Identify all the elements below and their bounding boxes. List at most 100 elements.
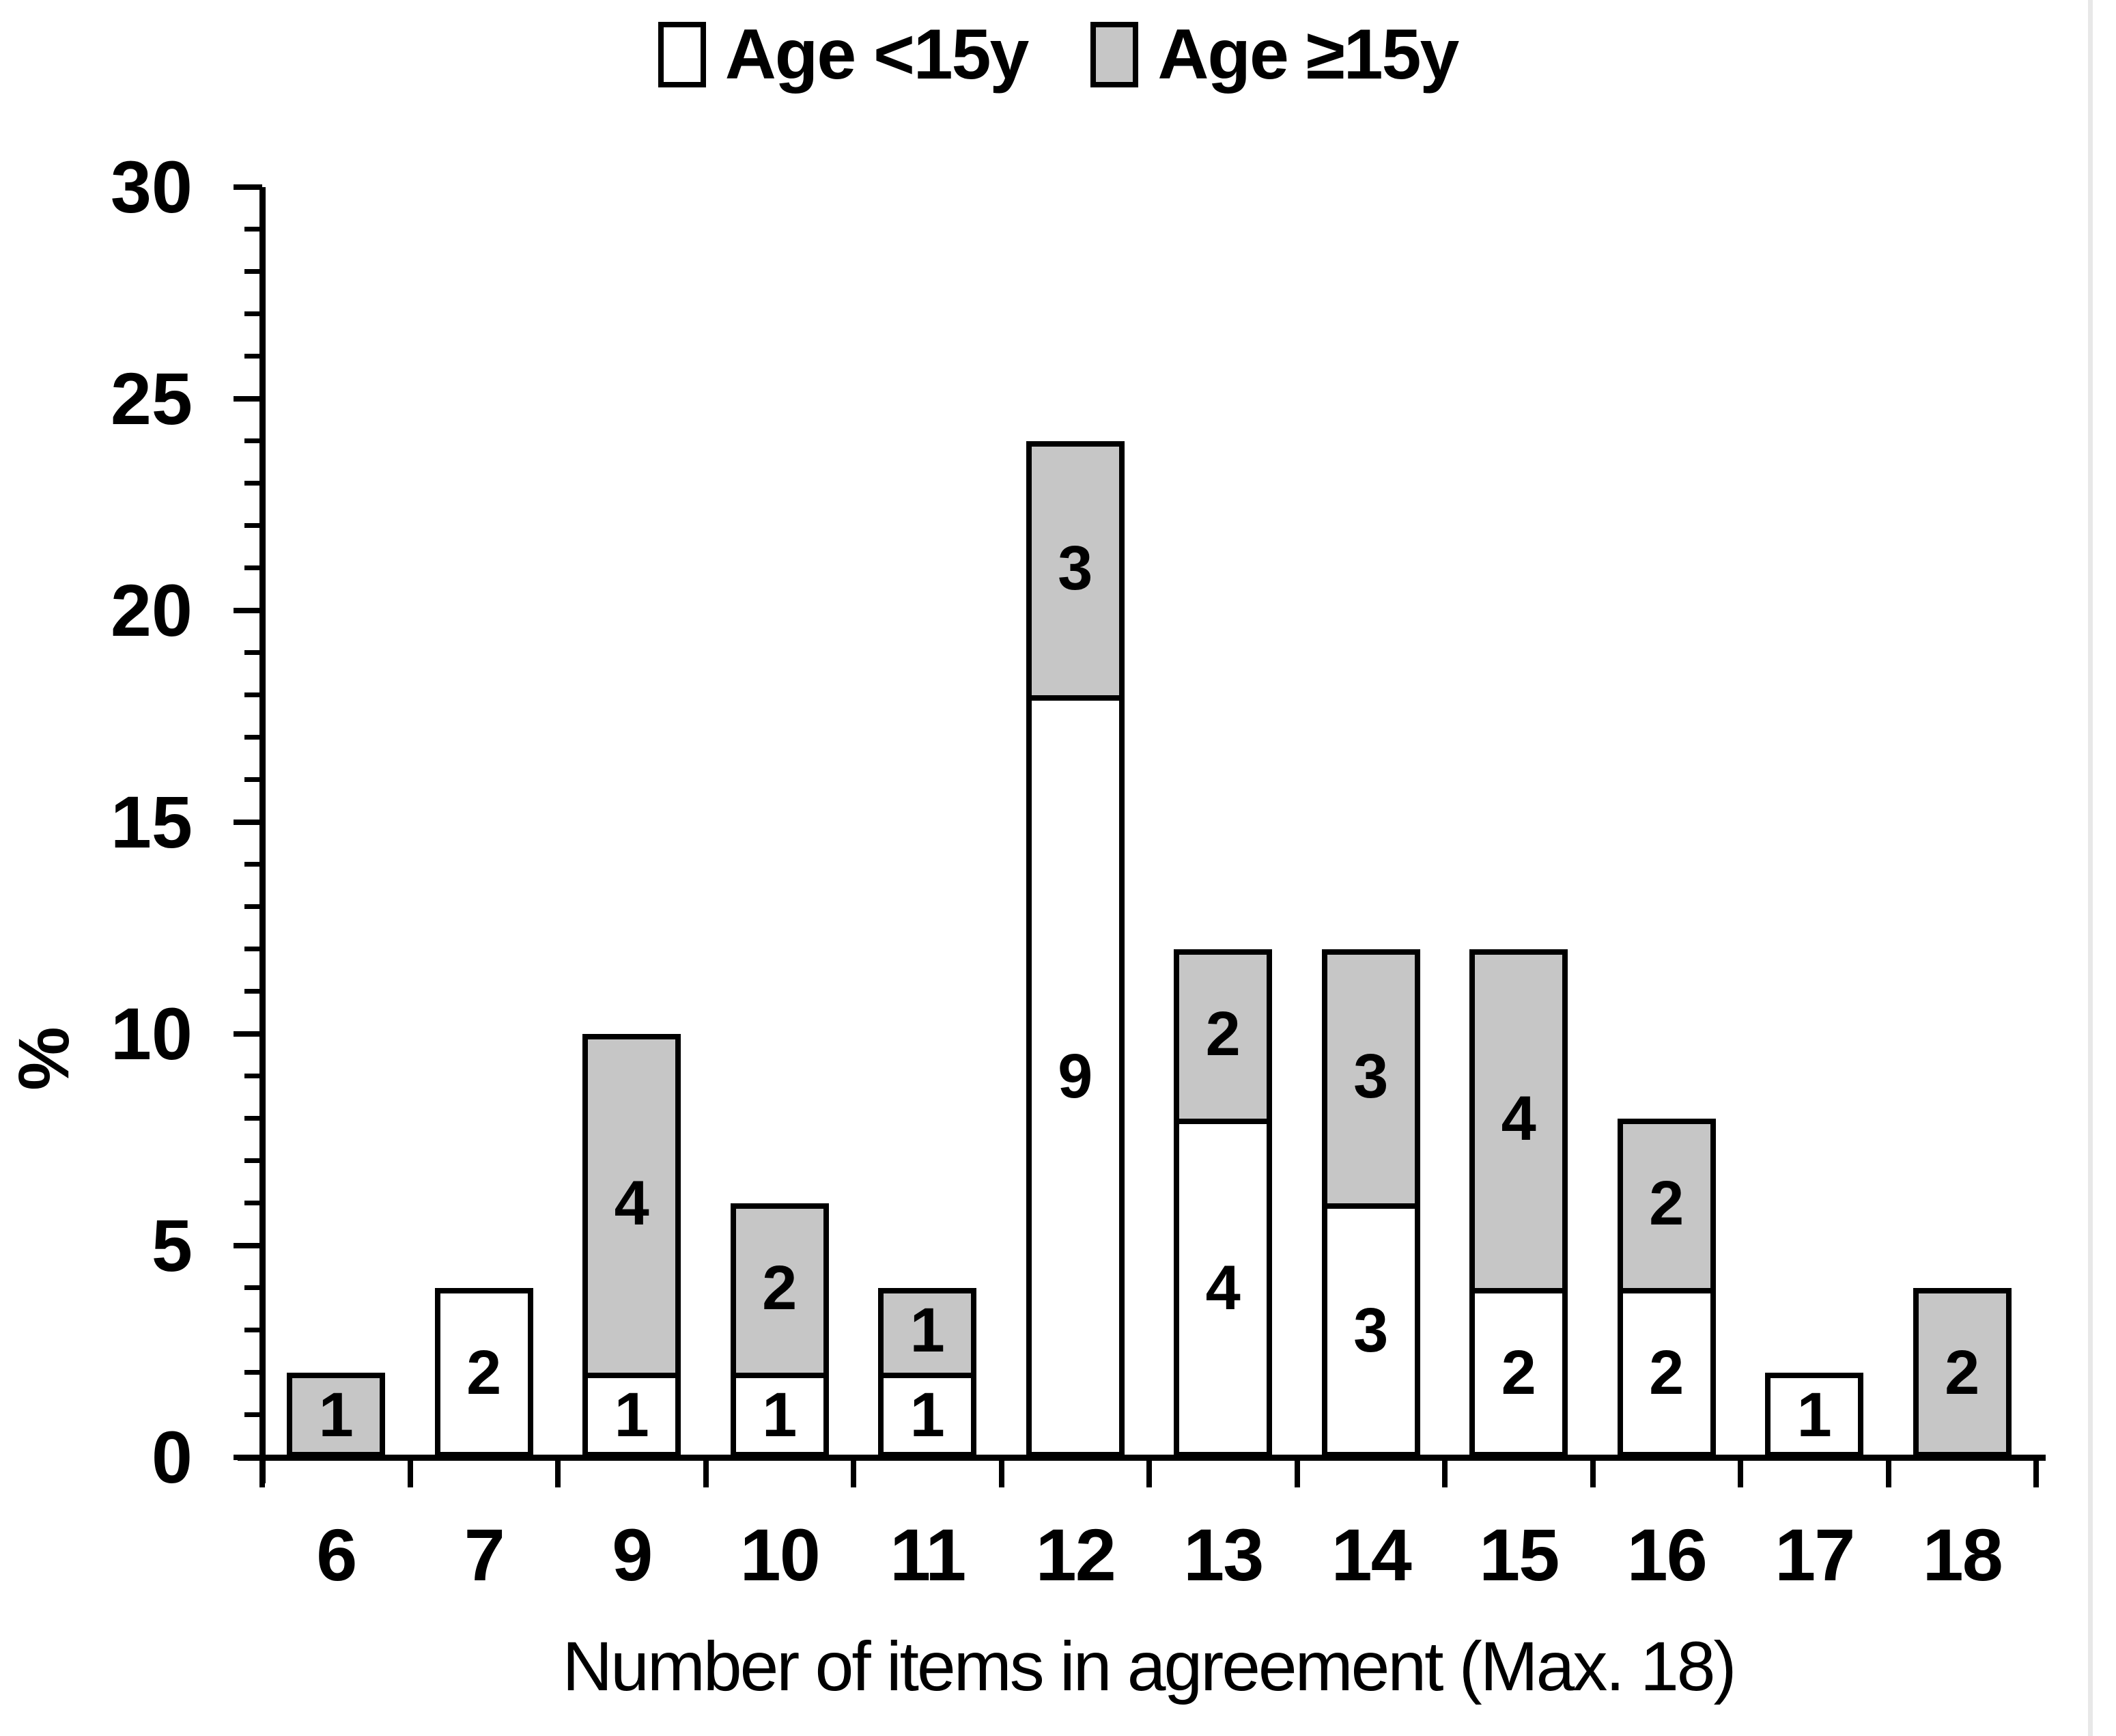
y-tick-minor <box>244 1116 262 1121</box>
y-tick-major <box>234 184 262 190</box>
bar-label-age-ge15: 2 <box>1205 999 1241 1069</box>
x-tick-label: 6 <box>316 1513 357 1596</box>
x-tick-label: 13 <box>1183 1513 1264 1596</box>
bar-label-age-lt15: 2 <box>1501 1338 1536 1408</box>
y-tick-major <box>234 1243 262 1248</box>
bar-segment-age-ge15 <box>1913 1288 2012 1457</box>
y-tick-minor <box>244 438 262 443</box>
x-axis-line <box>238 1455 2046 1461</box>
x-tick-label: 7 <box>464 1513 505 1596</box>
y-tick-label: 15 <box>110 781 193 863</box>
y-tick-minor <box>244 1201 262 1205</box>
y-tick-label: 0 <box>151 1416 193 1498</box>
y-tick-label: 25 <box>110 357 193 440</box>
y-tick-minor <box>244 1158 262 1163</box>
bar-label-age-lt15: 1 <box>762 1380 798 1450</box>
legend-swatch-age-lt15 <box>658 22 706 87</box>
y-tick-minor <box>244 311 262 316</box>
x-tick <box>1146 1457 1152 1487</box>
y-tick-minor <box>244 904 262 909</box>
bar-segment-age-ge15 <box>582 1034 681 1378</box>
y-tick-minor <box>244 269 262 274</box>
x-tick <box>2033 1457 2039 1487</box>
screenshot-right-edge-line <box>2088 0 2093 1736</box>
x-tick <box>998 1457 1004 1487</box>
x-tick-label: 15 <box>1479 1513 1560 1596</box>
x-tick <box>259 1457 265 1487</box>
bar-label-age-lt15: 1 <box>909 1380 945 1450</box>
bar-label-age-lt15: 1 <box>1796 1380 1832 1450</box>
bar-segment-age-ge15 <box>287 1373 386 1457</box>
bar-label-age-ge15: 1 <box>909 1296 945 1365</box>
bar-label-age-lt15: 9 <box>1058 1041 1093 1111</box>
y-tick-label: 5 <box>151 1204 193 1287</box>
bar-label-age-ge15: 4 <box>614 1168 649 1238</box>
y-tick-minor <box>244 481 262 486</box>
x-axis-title: Number of items in agreement (Max. 18) <box>562 1627 1736 1705</box>
bar-segment-age-lt15 <box>1174 1119 1273 1457</box>
x-tick <box>703 1457 709 1487</box>
bar-label-age-ge15: 1 <box>318 1380 354 1450</box>
y-tick-minor <box>244 947 262 951</box>
bar-segment-age-ge15 <box>1617 1119 1716 1293</box>
x-tick-label: 10 <box>739 1513 821 1596</box>
y-tick-minor <box>244 523 262 528</box>
y-tick-minor <box>244 227 262 232</box>
y-tick-major <box>234 1031 262 1037</box>
x-tick-label: 16 <box>1626 1513 1708 1596</box>
y-tick-minor <box>244 692 262 697</box>
bar-segment-age-ge15 <box>1174 949 1273 1124</box>
x-tick-label: 14 <box>1331 1513 1412 1596</box>
bar-segment-age-lt15 <box>1026 695 1125 1457</box>
bar-label-age-lt15: 4 <box>1205 1253 1241 1323</box>
bar-label-age-ge15: 2 <box>762 1253 798 1323</box>
y-tick-minor <box>244 354 262 359</box>
bar-segment-age-lt15 <box>1469 1288 1568 1457</box>
legend: Age <15y Age ≥15y <box>0 19 2116 90</box>
x-tick <box>1294 1457 1300 1487</box>
legend-item-age-lt15: Age <15y <box>658 15 1030 94</box>
bar-label-age-ge15: 2 <box>1945 1338 1980 1408</box>
y-tick-minor <box>244 735 262 740</box>
x-tick-label: 11 <box>890 1513 966 1596</box>
bar-label-age-ge15: 3 <box>1058 533 1093 603</box>
bar-label-age-ge15: 3 <box>1353 1041 1389 1111</box>
y-tick-label: 30 <box>110 145 193 228</box>
legend-swatch-age-ge15 <box>1090 22 1139 87</box>
legend-label-age-lt15: Age <15y <box>724 15 1030 94</box>
bar-segment-age-ge15 <box>1469 949 1568 1293</box>
x-tick <box>851 1457 856 1487</box>
bar-label-age-lt15: 2 <box>1649 1338 1684 1408</box>
y-tick-major <box>234 1455 262 1460</box>
bar-segment-age-ge15 <box>1321 949 1420 1209</box>
legend-label-age-ge15: Age ≥15y <box>1157 15 1459 94</box>
y-tick-minor <box>244 1285 262 1290</box>
y-tick-minor <box>244 1074 262 1078</box>
x-tick <box>555 1457 561 1487</box>
x-tick-label: 17 <box>1775 1513 1855 1596</box>
bar-segment-age-lt15 <box>434 1288 533 1457</box>
y-tick-minor <box>244 862 262 867</box>
y-tick-major <box>234 608 262 613</box>
y-tick-major <box>234 820 262 825</box>
y-tick-minor <box>244 650 262 655</box>
bar-segment-age-ge15 <box>878 1288 977 1378</box>
x-tick <box>1738 1457 1743 1487</box>
y-tick-minor <box>244 1328 262 1332</box>
x-tick <box>1442 1457 1448 1487</box>
y-tick-minor <box>244 565 262 570</box>
legend-item-age-ge15: Age ≥15y <box>1090 15 1459 94</box>
x-tick-label: 12 <box>1035 1513 1116 1596</box>
bar-segment-age-ge15 <box>1026 441 1125 701</box>
bar-label-age-ge15: 4 <box>1501 1084 1536 1153</box>
bar-segment-age-lt15 <box>1765 1373 1864 1457</box>
x-tick-label: 9 <box>612 1513 653 1596</box>
x-tick-label: 18 <box>1922 1513 2003 1596</box>
x-tick <box>407 1457 413 1487</box>
x-tick <box>1590 1457 1596 1487</box>
y-tick-label: 20 <box>110 569 193 652</box>
bar-label-age-lt15: 3 <box>1353 1296 1389 1365</box>
y-tick-minor <box>244 1412 262 1417</box>
bar-label-age-lt15: 2 <box>466 1338 502 1408</box>
